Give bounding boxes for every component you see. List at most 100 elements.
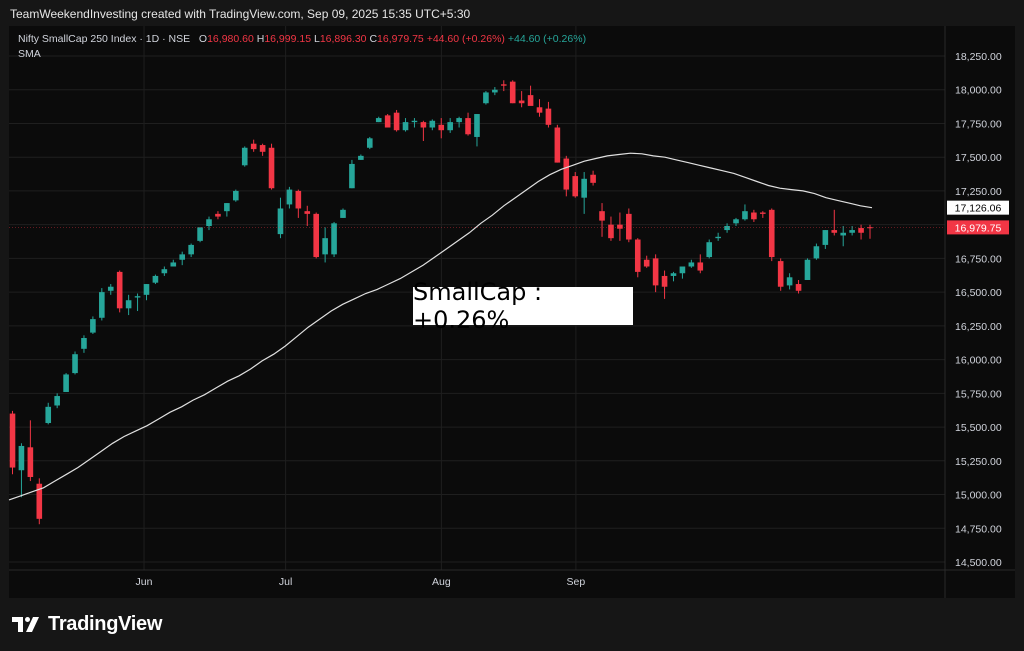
symbol-name: Nifty SmallCap 250 Index · 1D · NSE <box>18 33 191 45</box>
candle-body <box>590 174 596 183</box>
candle-body <box>563 158 570 190</box>
y-tick-label: 18,250.00 <box>955 51 1002 63</box>
y-tick-label: 16,750.00 <box>955 253 1002 265</box>
candle-body <box>107 286 114 291</box>
candle-body <box>63 374 69 392</box>
candle-body <box>483 92 489 104</box>
candle-body <box>465 118 471 135</box>
candle-body <box>599 211 605 221</box>
indicator-sma-label[interactable]: SMA <box>18 48 41 60</box>
high-label: H <box>256 33 265 45</box>
candle-body <box>340 209 346 218</box>
close-value: 16,979.75 <box>377 33 424 45</box>
candle-body <box>831 230 838 233</box>
x-tick-label: Jul <box>279 576 292 588</box>
candle-body <box>197 227 203 241</box>
candle-body <box>617 224 623 229</box>
candle-body <box>840 232 847 236</box>
top-bar: TeamWeekendInvesting created with Tradin… <box>0 0 1024 26</box>
candle-body <box>554 127 561 163</box>
candle-body <box>429 120 436 128</box>
candle-body <box>688 262 695 267</box>
candle-body <box>27 447 34 477</box>
candle-body <box>804 259 811 280</box>
candle-body <box>733 219 739 224</box>
candle-body <box>447 122 453 131</box>
open-label: O <box>198 33 208 45</box>
y-tick-label: 16,250.00 <box>955 321 1002 333</box>
candle-body <box>304 211 311 214</box>
candle-body <box>45 406 52 424</box>
candle-body <box>358 155 364 160</box>
annotation-box: SmallCap : +0.26% <box>413 278 633 334</box>
candle-body <box>143 284 150 295</box>
candle-body <box>170 262 177 267</box>
y-tick-label: 17,750.00 <box>955 118 1002 130</box>
candle-body <box>679 266 686 274</box>
open-value: 16,980.60 <box>207 33 254 45</box>
y-tick-label: 16,500.00 <box>955 287 1002 299</box>
candle-body <box>456 118 462 123</box>
y-tick-label: 15,250.00 <box>955 456 1002 468</box>
sma-line <box>8 152 873 501</box>
y-tick-label: 18,000.00 <box>955 85 1002 97</box>
candle-body <box>402 122 409 131</box>
candle-body <box>420 122 427 128</box>
candle-body <box>518 100 525 104</box>
candle-body <box>9 413 16 468</box>
candle-body <box>813 246 820 259</box>
candle-body <box>661 275 668 287</box>
y-tick-label: 15,000.00 <box>955 490 1002 502</box>
candle-body <box>241 147 248 166</box>
candle-body <box>411 120 418 123</box>
candle-body <box>786 277 793 286</box>
candle-body <box>224 203 230 212</box>
candle-body <box>652 258 659 286</box>
y-tick-label: 15,750.00 <box>955 388 1002 400</box>
candle-body <box>795 284 802 291</box>
tradingview-logo-icon <box>12 617 39 632</box>
candle-body <box>384 115 391 128</box>
candle-body <box>572 176 579 197</box>
y-tick-label: 14,500.00 <box>955 557 1002 569</box>
candle-body <box>259 145 266 152</box>
candle-body <box>643 259 650 267</box>
candle-body <box>777 261 784 287</box>
candle-body <box>179 254 186 260</box>
candle-body <box>858 228 864 233</box>
sma-price-label-bg <box>947 200 1009 215</box>
candle-body <box>81 338 87 349</box>
candle-body <box>545 108 552 125</box>
candle-body <box>474 114 480 137</box>
candle-body <box>54 396 60 406</box>
symbol-legend[interactable]: Nifty SmallCap 250 Index · 1D · NSE O16,… <box>18 33 586 45</box>
high-value: 16,999.15 <box>264 33 312 45</box>
candle-body <box>349 163 355 189</box>
candle-body <box>268 147 275 189</box>
candle-body <box>724 226 730 231</box>
candle-body <box>849 230 855 233</box>
candle-body <box>125 300 132 309</box>
candle-body <box>527 95 534 106</box>
candle-body <box>867 227 873 229</box>
y-tick-label: 17,500.00 <box>955 152 1002 164</box>
candle-body <box>715 236 721 239</box>
candle-body <box>492 89 498 93</box>
candle-body <box>250 143 257 150</box>
candle-body <box>751 212 757 220</box>
candle-body <box>742 211 748 220</box>
candle-body <box>322 238 328 255</box>
candle-body <box>608 224 614 239</box>
x-tick-label: Jun <box>136 576 153 588</box>
candle-body <box>760 212 766 214</box>
candle-body <box>626 213 632 240</box>
candle-body <box>331 223 337 255</box>
candle-body <box>36 483 43 519</box>
candle-body <box>215 213 221 217</box>
low-label: L <box>313 33 320 45</box>
candle-body <box>206 219 212 227</box>
y-tick-label: 15,500.00 <box>955 422 1002 434</box>
close-label: C <box>369 33 378 45</box>
candle-body <box>366 138 373 148</box>
